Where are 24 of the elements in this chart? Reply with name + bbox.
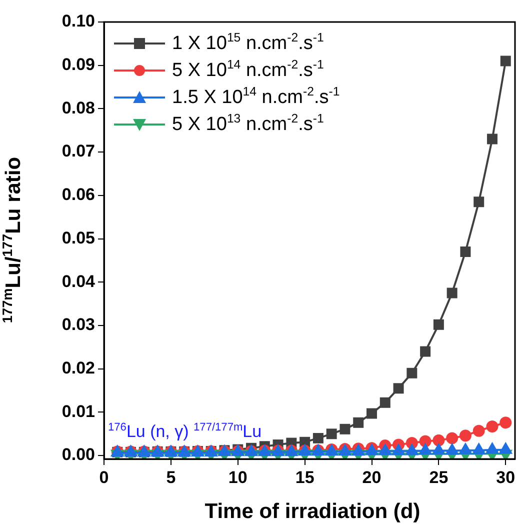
y-tick-label: 0.00 [62,445,95,464]
y-tick-label: 0.03 [62,315,95,334]
x-tick-label: 15 [295,468,314,487]
y-tick-label: 0.02 [62,358,95,378]
y-tick-label: 0.10 [62,12,95,31]
x-tick-label: 30 [496,468,516,487]
annotation: $^{176}$Lu (n, γ) $^{177/177m}$Lu [108,421,262,441]
y-tick-label: 0.04 [62,272,96,291]
x-tick-label: 5 [166,468,176,487]
y-tick-label: 0.05 [62,228,95,248]
legend-label: 5 X 10$^{13}$ n.cm$^{-2}$.s$^{-1}$ [172,111,324,137]
y-tick-label: 0.07 [62,142,95,161]
x-tick-label: 25 [429,468,448,487]
y-tick-label: 0.09 [62,55,95,74]
legend-label: 1.5 X 10$^{14}$ n.cm$^{-2}$.s$^{-1}$ [172,84,340,110]
legend-label: 1 X 10$^{15}$ n.cm$^{-2}$.s$^{-1}$ [172,30,324,56]
y-tick-label: 0.08 [62,98,95,118]
y-tick-label: 0.06 [62,185,95,204]
x-tick-label: 0 [99,468,109,487]
x-axis-title: Time of irradiation (d) [204,500,422,524]
y-tick-label: 0.01 [62,402,95,421]
x-tick-label: 10 [228,468,248,487]
x-tick-label: 20 [362,468,382,487]
legend-label: 5 X 10$^{14}$ n.cm$^{-2}$.s$^{-1}$ [172,57,324,83]
